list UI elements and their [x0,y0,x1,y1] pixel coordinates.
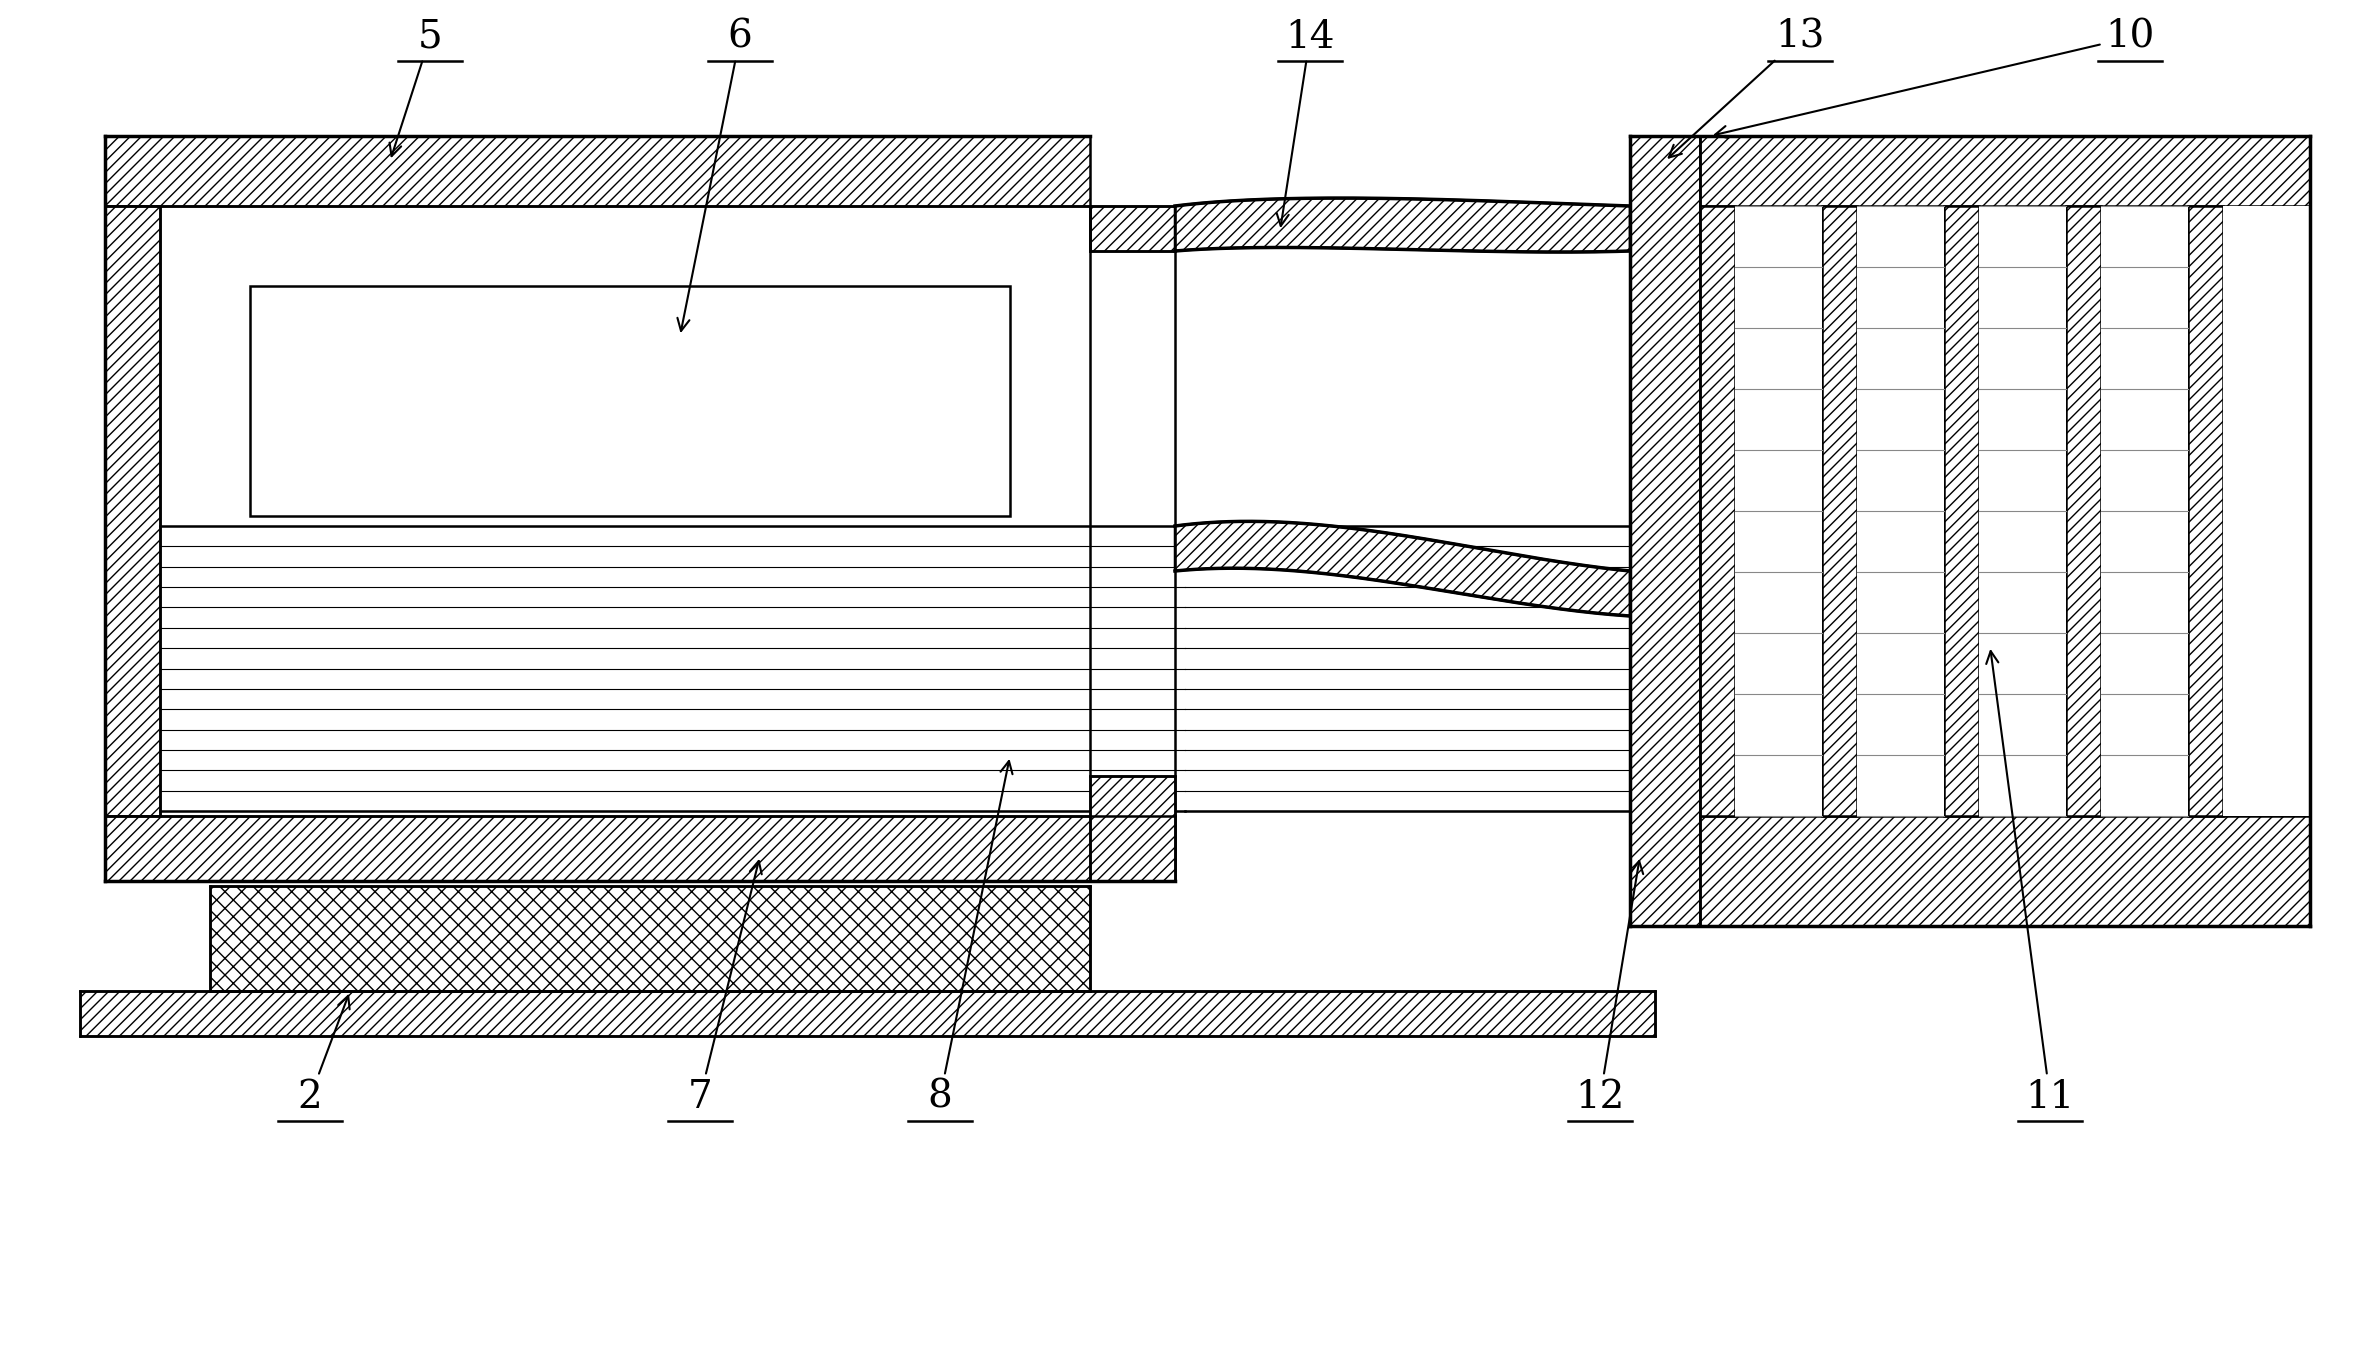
Bar [1857,206,1945,816]
Text: 8: 8 [927,760,1013,1116]
Bar [104,816,1174,882]
Bar [2187,206,2223,816]
Bar [211,886,1091,991]
Bar [1701,816,2310,926]
Text: 11: 11 [1985,651,2076,1116]
Text: 2: 2 [296,996,349,1116]
Bar [1091,206,1174,250]
Polygon shape [1174,521,1630,616]
Text: 7: 7 [688,861,761,1116]
Bar [1091,777,1174,882]
Polygon shape [1174,198,1630,252]
Bar [104,136,1091,206]
Text: 14: 14 [1276,19,1335,226]
Bar [1701,206,1734,816]
Bar [1978,206,2066,816]
Bar [1734,206,1822,816]
Bar [1822,206,1857,816]
Bar [159,206,1091,816]
Bar [2223,206,2310,816]
Bar [81,991,1656,1036]
Bar [2102,206,2187,816]
Bar [1630,136,1701,926]
Bar [1701,136,2310,206]
Text: 12: 12 [1575,861,1644,1116]
Bar [104,206,159,816]
Bar [2066,206,2102,816]
Text: 13: 13 [1670,19,1824,157]
Text: 10: 10 [1715,19,2154,139]
Text: 6: 6 [678,19,752,331]
Text: 5: 5 [389,19,441,156]
Bar [249,285,1010,516]
Bar [1945,206,1978,816]
